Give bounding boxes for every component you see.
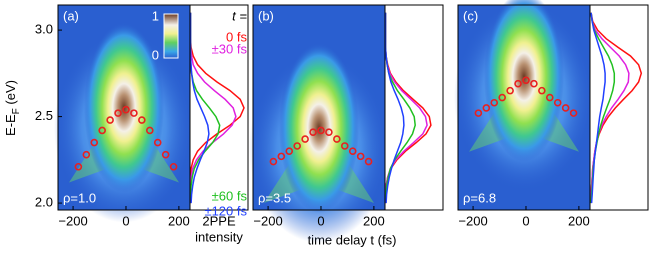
peak-marker: [169, 162, 178, 171]
x-tick-label: 200: [568, 213, 590, 228]
peak-marker: [364, 157, 373, 166]
y-axis-label: E-EF (eV): [3, 80, 21, 136]
frame: [57, 4, 249, 211]
peak-marker: [545, 93, 554, 102]
peak-marker: [325, 128, 333, 136]
peak-marker: [474, 109, 483, 117]
peak-marker: [333, 135, 341, 143]
x-tick-label: −200: [253, 213, 282, 228]
y-label-sub: F: [11, 108, 22, 114]
legend-entry: ±60 fs: [212, 188, 248, 203]
legend-entry: 0 fs: [226, 29, 247, 44]
peak-marker: [293, 142, 301, 150]
x-tick-label: 0: [522, 213, 529, 228]
peak-marker: [348, 147, 357, 155]
legend-title: t =: [232, 8, 247, 23]
intensity-label: 2PPE: [202, 213, 236, 228]
peak-marker: [301, 135, 309, 143]
panel: −200 0 200 (c) ρ=6.8: [454, 0, 649, 228]
peak-marker: [482, 104, 491, 112]
peak-marker: [340, 142, 349, 150]
peak-marker: [522, 76, 530, 85]
x-tick-label: 0: [317, 213, 324, 228]
y-label-unit: (eV): [3, 80, 18, 108]
intensity-label: intensity: [195, 229, 243, 244]
y-tick-label: 3.0: [35, 22, 53, 37]
peak-marker: [153, 138, 162, 147]
peak-marker: [561, 104, 570, 112]
peak-marker: [74, 162, 83, 171]
heatmap-blob: [484, 0, 564, 162]
peak-marker: [106, 116, 114, 124]
peak-marker: [309, 128, 317, 136]
peak-marker: [553, 98, 562, 107]
peak-marker: [490, 98, 499, 107]
peak-marker: [514, 79, 522, 88]
x-tick-label: 200: [168, 213, 190, 228]
peak-marker: [122, 105, 130, 114]
peak-marker: [130, 109, 138, 117]
spectrum-bg: [590, 5, 648, 210]
peak-marker: [285, 147, 294, 155]
panel-annotation: ρ=1.0: [63, 190, 96, 205]
peak-marker: [317, 126, 325, 135]
spectrum-bg: [190, 5, 248, 210]
panel-label: (a): [63, 8, 79, 23]
x-tick-label: 0: [122, 213, 129, 228]
y-tick-label: 2.0: [35, 195, 53, 210]
peak-marker: [506, 86, 514, 95]
peak-marker: [82, 150, 91, 159]
legend-entry: ±30 fs: [212, 41, 248, 56]
x-tick-label: 200: [363, 213, 385, 228]
colorbar-label: 1: [152, 8, 159, 23]
panel-annotation: ρ=3.5: [258, 190, 291, 205]
legend-entry: ±120 fs: [204, 203, 247, 218]
x-tick-label: −200: [458, 213, 487, 228]
frame: [457, 4, 649, 211]
y-label-main: E-E: [3, 114, 18, 136]
spectrum-bg: [385, 5, 443, 210]
peak-marker: [530, 79, 538, 88]
peak-marker: [356, 152, 365, 161]
panel: −200 0 200 (b) ρ=3.5: [249, 4, 444, 243]
peak-marker: [90, 138, 99, 147]
peak-marker: [269, 157, 278, 166]
panel-annotation: ρ=6.8: [463, 190, 496, 205]
peak-marker: [114, 109, 122, 117]
spectrum-line: [590, 12, 606, 204]
colorbar: [163, 13, 179, 59]
peak-marker: [569, 109, 578, 117]
frame: [252, 4, 444, 211]
peak-marker: [498, 93, 506, 102]
panel: −200 0 200 (a) ρ=1.0: [54, 4, 249, 228]
peak-marker: [277, 152, 286, 161]
peak-marker: [145, 126, 154, 135]
peak-marker: [161, 150, 170, 159]
colorbar-label: 0: [152, 47, 159, 62]
peak-marker: [538, 86, 546, 95]
peak-marker: [98, 126, 106, 135]
x-tick-label: −200: [58, 213, 87, 228]
peak-marker: [138, 116, 146, 124]
y-tick-label: 2.5: [35, 108, 53, 123]
panel-label: (c): [463, 8, 478, 23]
panel-label: (b): [258, 8, 274, 23]
